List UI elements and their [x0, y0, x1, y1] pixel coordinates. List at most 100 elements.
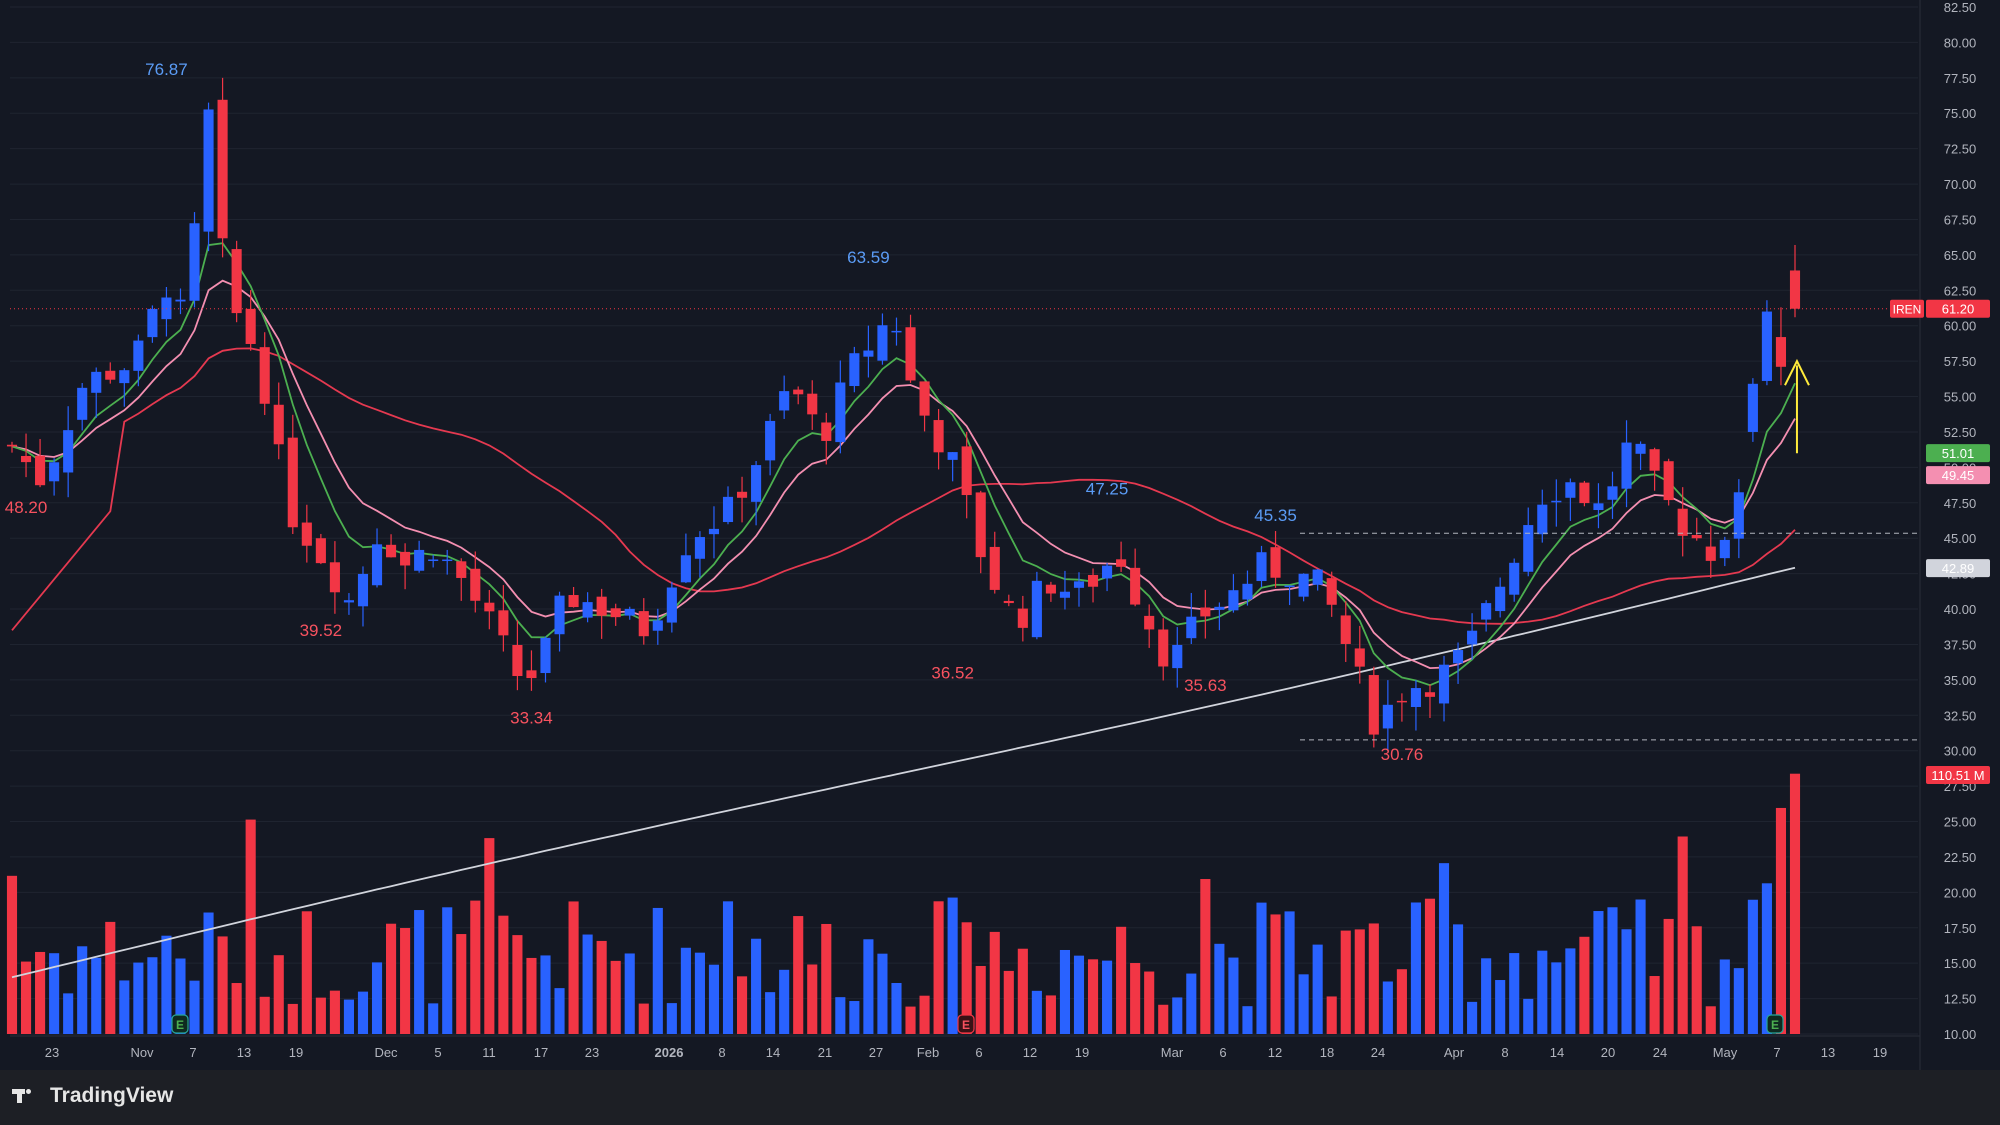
volume-bar: [287, 1003, 298, 1034]
volume-bar: [1747, 899, 1758, 1034]
candle-body: [273, 404, 284, 445]
volume-bar: [1116, 926, 1127, 1034]
candle-body: [1495, 586, 1506, 612]
candle-body: [259, 347, 270, 404]
candle-body: [1172, 644, 1183, 669]
candle-body: [1354, 648, 1365, 667]
volume-bar: [624, 953, 635, 1034]
candle-body: [1537, 504, 1548, 535]
chart-area[interactable]: 76.87 48.20 39.52 33.34 63.59 36.52 47.25 35.63…: [0, 0, 2000, 1070]
volume-bar: [1270, 914, 1281, 1034]
y-tick-label: 20.00: [1944, 885, 1977, 900]
x-tick-label: 6: [1219, 1045, 1226, 1060]
x-tick-label: Nov: [130, 1045, 154, 1060]
volume-bar: [1523, 998, 1534, 1034]
x-tick-label: 13: [1821, 1045, 1835, 1060]
candle-body: [428, 559, 439, 561]
candle-body: [175, 299, 186, 302]
volume-bar: [1073, 955, 1085, 1034]
candle-body: [807, 393, 818, 415]
candle-body: [1761, 311, 1772, 381]
volume-bar: [1312, 944, 1323, 1034]
y-tick-label: 10.00: [1944, 1027, 1977, 1042]
price-label-value: 42.89: [1942, 561, 1975, 576]
volume-bar: [807, 964, 818, 1034]
x-tick-label: Mar: [1161, 1045, 1184, 1060]
volume-bar: [1635, 899, 1646, 1034]
volume-bar: [1607, 907, 1618, 1034]
candle-body: [287, 437, 298, 528]
candle-body: [1382, 704, 1393, 729]
price-annotation: 48.20: [5, 498, 48, 517]
volume-bar: [231, 983, 242, 1034]
candle-body: [1621, 442, 1632, 489]
volume-bar: [1186, 973, 1197, 1034]
volume-bar: [638, 1003, 649, 1034]
volume-bar: [147, 957, 158, 1034]
volume-bar: [666, 1003, 677, 1034]
candle-body: [975, 492, 986, 558]
volume-bar: [1396, 969, 1407, 1034]
volume-bar: [1368, 923, 1379, 1034]
candle-body: [512, 644, 523, 677]
candle-body: [1719, 539, 1730, 559]
volume-bar: [133, 962, 144, 1034]
candle-body: [1551, 500, 1562, 503]
candle-body: [386, 544, 397, 558]
volume-bar: [1059, 949, 1071, 1034]
earnings-marker-label: E: [176, 1018, 184, 1032]
volume-bar: [105, 921, 116, 1034]
candle-body: [849, 353, 860, 387]
volume-bar: [259, 996, 270, 1034]
candle-body: [919, 381, 930, 416]
candle-body: [315, 538, 326, 564]
volume-bar: [498, 915, 509, 1034]
volume-bar: [203, 912, 214, 1034]
volume-bar: [540, 955, 551, 1034]
candle-body: [666, 587, 677, 623]
brand-name: TradingView: [50, 1084, 174, 1107]
volume-bar: [863, 939, 874, 1034]
candle-body: [414, 549, 425, 571]
x-tick-label: 19: [1873, 1045, 1887, 1060]
price-annotation: 45.35: [1254, 506, 1297, 525]
candle-body: [329, 562, 340, 593]
y-tick-label: 40.00: [1944, 602, 1977, 617]
volume-bar: [1200, 879, 1211, 1034]
candle-body: [442, 559, 453, 562]
candle-body: [1579, 482, 1590, 504]
chart-background: [0, 0, 2000, 1070]
x-tick-label: 7: [189, 1045, 196, 1060]
volume-bar: [933, 901, 944, 1034]
volume-bar: [371, 962, 383, 1034]
candle-body: [498, 610, 509, 636]
price-chart[interactable]: 76.87 48.20 39.52 33.34 63.59 36.52 47.25 35.63…: [0, 0, 2000, 1070]
volume-bar: [1467, 1001, 1478, 1034]
tradingview-brand[interactable]: TradingView: [12, 1084, 173, 1108]
volume-bar: [77, 946, 88, 1034]
candle-body: [1102, 565, 1113, 579]
volume-bar: [708, 964, 720, 1034]
candle-body: [1312, 569, 1323, 585]
price-annotation: 76.87: [145, 60, 188, 79]
volume-bar: [568, 901, 579, 1034]
candle-body: [568, 595, 579, 608]
arrow-icon: [1784, 358, 1810, 386]
volume-bar: [680, 947, 691, 1034]
candle-body: [821, 422, 832, 441]
volume-bar: [1775, 807, 1787, 1034]
volume-bar: [1284, 911, 1295, 1034]
x-tick-label: Feb: [917, 1045, 939, 1060]
volume-bar: [1256, 902, 1267, 1034]
price-label-box: [1926, 299, 1990, 318]
earnings-marker: [957, 1014, 975, 1034]
x-tick-label: 12: [1268, 1045, 1282, 1060]
earnings-marker: [1766, 1014, 1784, 1034]
candle-body: [371, 544, 383, 586]
candle-body: [708, 528, 720, 535]
volume-bar: [1242, 1006, 1253, 1034]
volume-bar: [526, 957, 537, 1034]
volume-bar: [1087, 959, 1099, 1034]
candle-body: [1705, 546, 1716, 561]
price-label-value: 51.01: [1942, 446, 1975, 461]
